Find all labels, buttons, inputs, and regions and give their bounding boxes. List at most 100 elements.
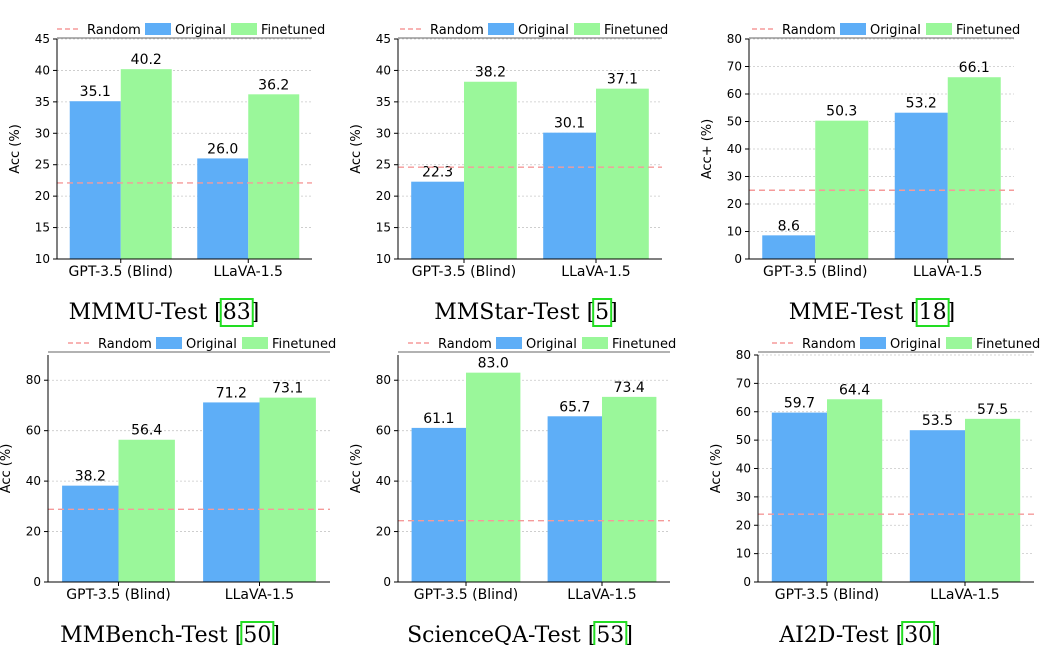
bar-finetuned (118, 439, 175, 582)
bar-value-label: 37.1 (607, 72, 638, 88)
y-tick-label: 40 (736, 462, 751, 476)
y-tick-label: 50 (727, 115, 742, 129)
legend-original-swatch (156, 337, 182, 349)
y-tick-label: 25 (376, 158, 391, 172)
caption-title: AI2D-Test [ (778, 623, 904, 645)
bar-value-label: 40.2 (131, 52, 162, 68)
x-tick-label: GPT-3.5 (Blind) (414, 587, 518, 603)
legend-finetuned-label: Finetuned (612, 337, 676, 352)
y-tick-label: 70 (736, 376, 751, 390)
y-tick-label: 35 (35, 95, 50, 109)
bar-value-label: 53.5 (922, 413, 953, 429)
caption-citation: 50 (243, 623, 271, 645)
y-tick-label: 40 (727, 142, 742, 156)
bar-original (411, 427, 466, 582)
bar-value-label: 38.2 (75, 469, 106, 485)
citation-box (592, 298, 613, 327)
y-tick-label: 60 (727, 87, 742, 101)
bar-value-label: 71.2 (216, 385, 247, 401)
caption-text: AI2D-Test [30] (778, 623, 941, 645)
y-tick-label: 80 (736, 348, 751, 362)
caption-text: MMMU-Test [83] (69, 300, 260, 325)
bar-value-label: 30.1 (554, 116, 585, 132)
y-tick-label: 40 (376, 63, 391, 77)
x-tick-label: LLaVA-1.5 (913, 264, 982, 280)
legend-random-label: Random (438, 337, 492, 352)
bar-value-label: 73.1 (272, 381, 303, 397)
legend: Random Original Finetuned (772, 337, 1040, 352)
y-tick-label: 20 (376, 189, 391, 203)
bar-original (69, 101, 121, 259)
bar-value-label: 83.0 (478, 356, 509, 372)
bar-finetuned (259, 397, 316, 582)
bar-value-label: 65.7 (559, 399, 590, 415)
caption-text: MME-Test [18] (789, 300, 955, 325)
x-tick-label: GPT-3.5 (Blind) (69, 264, 173, 280)
citation-box (915, 298, 950, 327)
y-axis-label: Acc (%) (709, 444, 724, 494)
bar-finetuned (827, 399, 883, 582)
y-tick-label: 30 (35, 126, 50, 140)
y-tick-label: 60 (376, 424, 391, 438)
y-axis-label: Acc+ (%) (700, 119, 715, 179)
bar-finetuned (947, 77, 1001, 259)
y-axis-label: Acc (%) (8, 124, 23, 174)
legend-original-swatch (860, 337, 886, 349)
panel-caption: MME-Test [18] (789, 298, 955, 327)
legend-finetuned-swatch (574, 23, 600, 35)
citation-box (901, 621, 936, 645)
legend-finetuned-label: Finetuned (261, 23, 325, 38)
x-tick-label: GPT-3.5 (Blind) (763, 264, 867, 280)
bar-original (62, 485, 119, 582)
bar-finetuned (248, 94, 300, 259)
bar-value-label: 8.6 (778, 218, 800, 234)
caption-text: ScienceQA-Test [53] (407, 623, 633, 645)
bar-finetuned (466, 372, 521, 582)
y-tick-label: 10 (736, 547, 751, 561)
caption-citation: 18 (919, 300, 947, 325)
citation-box (593, 621, 628, 645)
legend-original-label: Original (518, 23, 569, 38)
caption-citation: 83 (223, 300, 251, 325)
bar-finetuned (596, 88, 649, 260)
chart-panel: 61.1 65.7 83.0 73.4 0 20 40 60 80 GPT-3.5 (Blind)… (349, 337, 676, 645)
y-tick-label: 0 (734, 252, 742, 266)
chart-panel: 8.6 53.2 50.3 66.1 0 10 20 30 40 50 60 70 80 GPT-3.5 … (700, 23, 1020, 327)
caption-title: MMBench-Test [ (60, 623, 243, 645)
y-tick-label: 20 (727, 197, 742, 211)
y-tick-label: 70 (727, 60, 742, 74)
legend-finetuned-swatch (582, 337, 608, 349)
x-tick-label: GPT-3.5 (Blind) (775, 587, 879, 603)
bar-original (771, 412, 827, 582)
legend-finetuned-swatch (231, 23, 257, 35)
legend-original-swatch (840, 23, 866, 35)
bar-finetuned (602, 396, 657, 582)
bar-value-label: 35.1 (80, 84, 111, 100)
y-tick-label: 10 (727, 225, 742, 239)
caption-bracket: ] (251, 300, 260, 325)
x-tick-label: LLaVA-1.5 (214, 264, 283, 280)
caption-bracket: ] (947, 300, 956, 325)
citation-box (219, 298, 254, 327)
y-tick-label: 80 (727, 32, 742, 46)
bar-value-label: 53.2 (906, 96, 937, 112)
bar-value-label: 50.3 (826, 104, 857, 120)
caption-bracket: ] (624, 623, 633, 645)
y-tick-label: 30 (727, 170, 742, 184)
bar-value-label: 56.4 (131, 423, 162, 439)
caption-bracket: ] (932, 623, 941, 645)
y-tick-label: 45 (35, 32, 50, 46)
chart-panel: 35.1 26.0 40.2 36.2 10 15 20 25 30 35 40 45 GPT-3.5 … (8, 23, 325, 327)
legend-random-label: Random (430, 23, 484, 38)
caption-citation: 5 (595, 300, 609, 325)
legend: Random Original Finetuned (57, 23, 325, 38)
panel-caption: AI2D-Test [30] (778, 621, 941, 645)
x-tick-label: LLaVA-1.5 (930, 587, 999, 603)
legend-original-swatch (488, 23, 514, 35)
legend: Random Original Finetuned (400, 23, 668, 38)
y-tick-label: 0 (743, 575, 751, 589)
legend-finetuned-label: Finetuned (956, 23, 1020, 38)
bar-original (203, 402, 260, 582)
panel-caption: MMBench-Test [50] (60, 621, 280, 645)
y-tick-label: 15 (35, 221, 50, 235)
